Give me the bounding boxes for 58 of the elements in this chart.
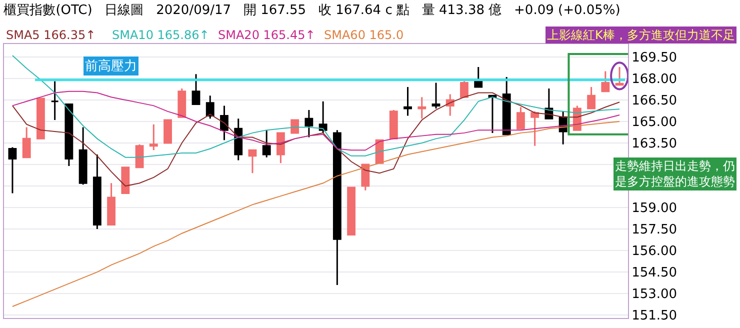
y-tick-label: 153.00 (632, 287, 678, 302)
candlestick (460, 80, 468, 98)
y-tick-label: 159.00 (632, 201, 678, 216)
candlestick (50, 80, 60, 121)
candlestick (64, 104, 74, 167)
y-tick-label: 156.00 (632, 244, 678, 260)
candlestick (404, 86, 412, 116)
candlestick (276, 132, 285, 164)
candlestick (530, 110, 540, 147)
candlestick (22, 126, 31, 158)
candlestick (502, 76, 511, 136)
text: 上影線紅K棒，多方進攻但力道不足 (547, 28, 735, 42)
candlestick (587, 86, 596, 110)
candlestick (8, 146, 17, 194)
candlestick (418, 96, 426, 120)
candlestick (178, 88, 186, 118)
candlestick (262, 129, 271, 158)
y-tick-label: 169.50 (632, 50, 678, 66)
candlestick (206, 94, 214, 120)
candlestick (361, 164, 370, 192)
candlestick (192, 73, 200, 105)
y-tick-label: 157.50 (632, 222, 678, 238)
candlestick (220, 104, 228, 141)
candlestick (615, 66, 624, 86)
candlestick (304, 109, 314, 138)
candlestick (36, 98, 45, 140)
text: SMA10 165.86↑ (112, 28, 210, 42)
candlestick (248, 149, 257, 174)
candlestick (78, 126, 88, 186)
line-series (12, 54, 620, 158)
candlestick (92, 154, 102, 230)
chart-title: 櫃買指數(OTC) 日線圖 2020/09/17 開 167.55 收 167.64 c 點 量 413.38 億 +0.09 (+0.05%) (4, 3, 620, 18)
y-tick-label: 151.50 (632, 308, 678, 324)
annotation: 走勢維持日出走勢，仍是多方控盤的進攻態勢 (615, 159, 735, 189)
line-series (12, 90, 620, 151)
candlestick (488, 94, 497, 134)
candlestick (107, 182, 116, 226)
candlestick (347, 186, 356, 236)
y-tick-label: 154.50 (632, 266, 678, 281)
candlestick (332, 129, 342, 286)
text: SMA5 166.35↑ (6, 28, 96, 42)
candlestick (318, 100, 328, 134)
text: SMA20 165.45↑ (218, 28, 316, 42)
candlestick (164, 119, 172, 144)
y-tick-label: 168.00 (632, 72, 678, 87)
y-tick-label: 166.50 (632, 94, 678, 108)
candlestick (601, 70, 610, 92)
ref-line-label: 前高壓力 (85, 58, 137, 74)
candlestick (234, 118, 243, 161)
text: SMA60 165.0 (324, 28, 404, 42)
candlestick (149, 124, 158, 151)
y-tick-label: 165.00 (632, 115, 678, 130)
candlestick (389, 109, 398, 140)
candlestick (121, 166, 130, 194)
candlestick (432, 82, 440, 110)
candlestick (474, 66, 483, 88)
y-tick-label: 163.50 (632, 136, 678, 152)
candlestick (516, 106, 525, 130)
